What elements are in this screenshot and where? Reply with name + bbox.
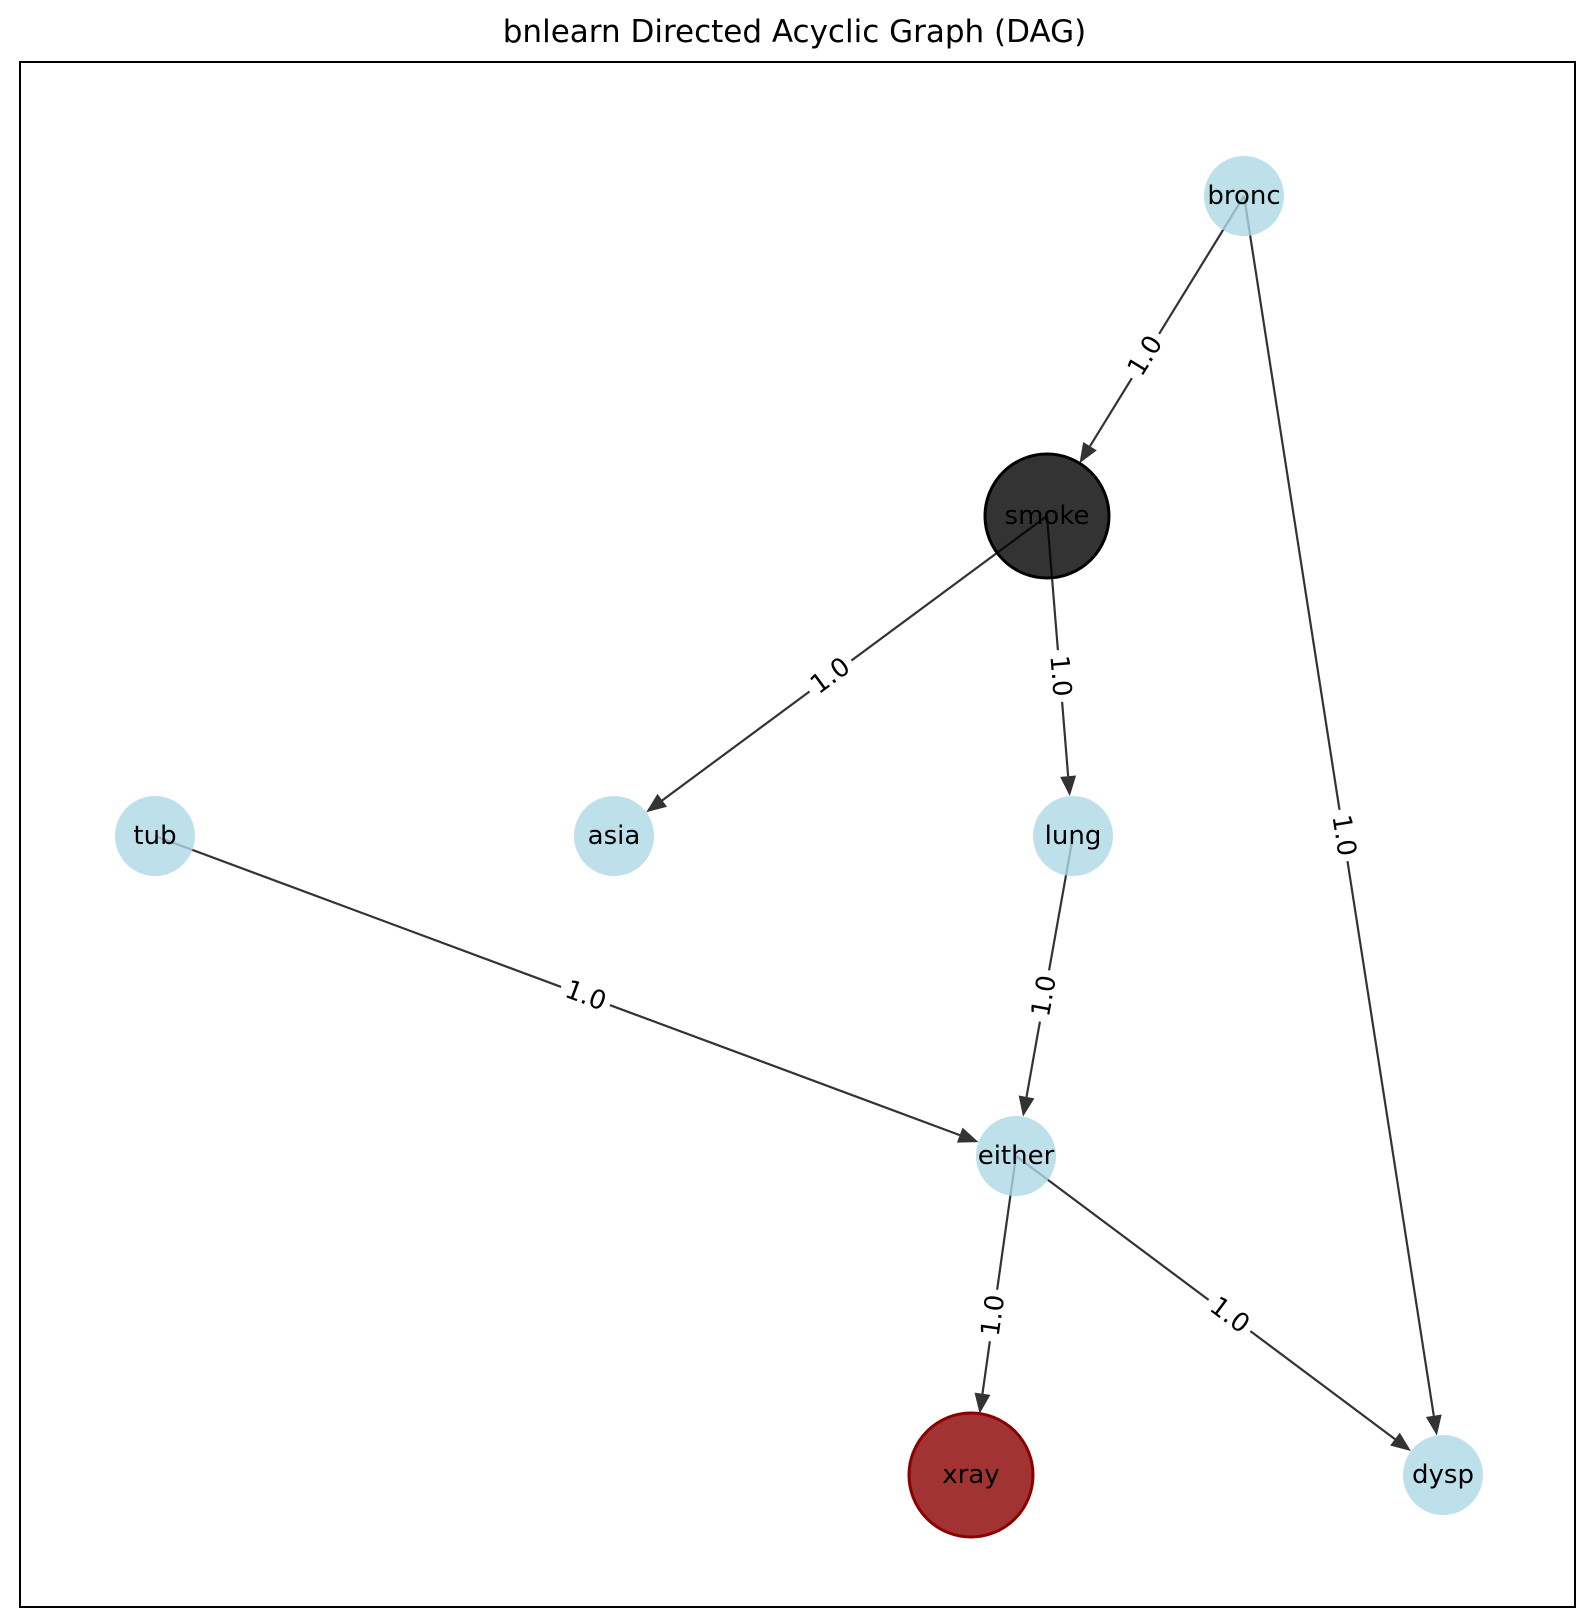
- node-label-either: either: [978, 1141, 1055, 1171]
- node-either: [976, 1116, 1056, 1196]
- diagram-title: bnlearn Directed Acyclic Graph (DAG): [502, 14, 1087, 50]
- edge-label-background: [1023, 967, 1066, 1025]
- edge-label-background: [555, 971, 616, 1021]
- edge-label-group-bronc-dysp: 1.0: [1322, 807, 1365, 864]
- edge-label-background: [799, 646, 862, 706]
- node-label-asia: asia: [588, 821, 641, 851]
- edge-bronc-dysp: [1242, 195, 1435, 1416]
- edge-labels-layer: 1.0 1.0 1.0 1.0 1.0 1.0 1.0 1.0: [555, 324, 1365, 1345]
- arrowhead-bronc-smoke: [1079, 441, 1097, 464]
- edge-label-background: [1117, 324, 1174, 388]
- node-lung: [1033, 796, 1113, 876]
- arrowhead-either-dysp: [1390, 1432, 1411, 1452]
- edges-layer: [154, 195, 1442, 1452]
- edge-label-background: [1322, 807, 1365, 864]
- node-smoke: [983, 452, 1111, 580]
- edge-weight-label: 1.0: [1026, 973, 1063, 1019]
- arrowhead-tub-either: [956, 1127, 979, 1143]
- edge-bronc-smoke: [1089, 195, 1245, 447]
- arrowhead-smoke-asia: [646, 793, 668, 813]
- plot-frame: [19, 61, 1576, 1608]
- node-labels-layer: bronc smoke tub asia lung either xray dysp: [133, 181, 1474, 1490]
- node-asia: [574, 796, 654, 876]
- node-label-dysp: dysp: [1412, 1460, 1474, 1490]
- arrowhead-smoke-lung: [1060, 775, 1077, 797]
- node-label-smoke: smoke: [1005, 501, 1090, 531]
- edge-weight-label: 1.0: [1325, 813, 1361, 858]
- edge-weight-label: 1.0: [1043, 654, 1076, 698]
- edge-either-dysp: [1015, 1155, 1396, 1440]
- edge-lung-either: [1025, 835, 1075, 1098]
- edge-label-group-bronc-smoke: 1.0: [1117, 324, 1174, 388]
- node-dysp: [1403, 1435, 1483, 1515]
- edge-label-group-either-xray: 1.0: [973, 1287, 1014, 1344]
- node-tub: [115, 796, 195, 876]
- edge-smoke-asia: [661, 515, 1048, 802]
- edge-label-group-smoke-asia: 1.0: [799, 646, 862, 706]
- arrowhead-lung-either: [1018, 1095, 1035, 1117]
- node-label-lung: lung: [1045, 821, 1102, 851]
- edge-label-background: [973, 1287, 1014, 1344]
- node-bronc: [1204, 156, 1284, 236]
- edge-tub-either: [154, 834, 961, 1137]
- node-xray: [907, 1411, 1035, 1539]
- edge-label-group-either-dysp: 1.0: [1198, 1286, 1261, 1345]
- edge-label-group-smoke-lung: 1.0: [1040, 648, 1080, 704]
- edge-either-xray: [981, 1155, 1018, 1394]
- edge-label-background: [1198, 1286, 1261, 1345]
- edge-label-group-lung-either: 1.0: [1023, 967, 1066, 1025]
- edge-label-background: [1040, 648, 1080, 704]
- arrowhead-bronc-dysp: [1425, 1414, 1442, 1436]
- nodes-layer: [115, 156, 1483, 1539]
- node-label-xray: xray: [942, 1460, 999, 1490]
- node-label-tub: tub: [133, 821, 176, 851]
- edge-label-group-tub-either: 1.0: [555, 971, 616, 1021]
- edge-weight-label: 1.0: [976, 1293, 1011, 1338]
- node-label-bronc: bronc: [1207, 181, 1280, 211]
- arrowhead-either-xray: [974, 1392, 991, 1414]
